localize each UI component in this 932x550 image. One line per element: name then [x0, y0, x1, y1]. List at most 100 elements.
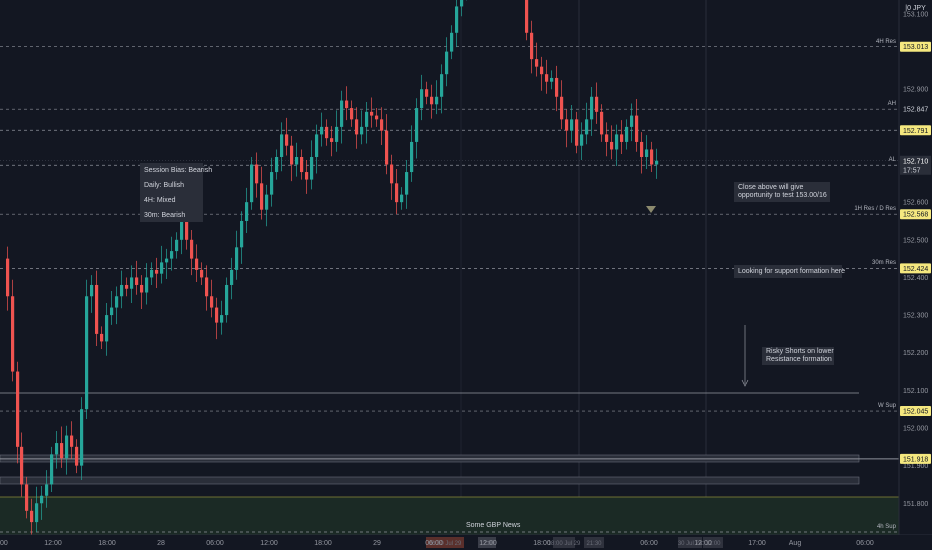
level-tag: AL — [888, 157, 896, 164]
candle-body — [140, 284, 144, 293]
candle-body — [11, 296, 15, 372]
candle-body — [605, 134, 609, 142]
candle-body — [145, 277, 149, 293]
price-badge — [900, 41, 931, 52]
candle-body — [530, 32, 534, 60]
candle-body — [20, 446, 24, 485]
risky-shorts-note[interactable]: Risky Shorts on lower Resistance formati… — [762, 347, 834, 365]
price-badge-label: 152.791 — [903, 128, 928, 135]
candle-body — [100, 333, 104, 342]
down-marker-icon — [646, 206, 656, 213]
candle-body — [265, 194, 269, 210]
candle-body — [125, 284, 129, 289]
candle-body — [200, 269, 204, 278]
candle-body — [430, 96, 434, 105]
candle-body — [310, 156, 314, 180]
candle-body — [155, 269, 159, 274]
time-axis-label: 06:00 — [206, 540, 224, 547]
price-badge-label: 153.013 — [903, 44, 928, 51]
level-tag: 4H Res — [875, 38, 896, 45]
time-axis-label: 17:00 — [748, 540, 766, 547]
level-tag: AH — [887, 101, 896, 108]
candle-body — [75, 446, 79, 466]
candle-body — [570, 119, 574, 131]
candle-body — [555, 77, 559, 97]
level-lines — [0, 46, 899, 533]
candle-body — [225, 284, 229, 316]
candle-body — [595, 96, 599, 112]
candle-body — [190, 239, 194, 259]
countdown-label: 17:57 — [903, 167, 921, 174]
support-note[interactable]: Looking for support formation here — [734, 265, 846, 278]
current-price-label: 152.710 — [903, 158, 928, 165]
candle-body — [205, 277, 209, 297]
candle-body — [625, 126, 629, 142]
note-line: Session Bias: Bearish — [144, 167, 213, 174]
candle-body — [380, 119, 384, 131]
candle-body — [580, 134, 584, 146]
candle-body — [425, 89, 429, 97]
time-highlight-label: 12:00 — [705, 541, 721, 547]
candle-body — [335, 126, 339, 142]
candle-body — [650, 149, 654, 165]
time-axis-label: 29 — [373, 540, 381, 547]
candle-body — [250, 164, 254, 203]
candle-body — [285, 134, 289, 146]
candle-body — [110, 307, 114, 316]
price-badge-label: 152.045 — [903, 409, 928, 416]
candle-body — [385, 130, 389, 165]
candle-body — [120, 284, 124, 297]
candle-body — [395, 183, 399, 203]
candle-body — [630, 115, 634, 127]
candle-body — [135, 277, 139, 285]
down-arrow-icon — [741, 379, 749, 387]
session-bias-note[interactable]: Session Bias: Bearish Daily: Bullish 4H:… — [140, 163, 213, 222]
time-axis-label: 06:00 — [640, 540, 658, 547]
time-axis-label: 12:00 — [479, 540, 497, 547]
currency-label[interactable]: |0 JPY — [905, 5, 926, 12]
level-tag: 4h Sup — [876, 524, 896, 530]
candle-body — [405, 172, 409, 195]
candle-body — [585, 119, 589, 135]
support-zone-lower — [0, 476, 860, 485]
note-line: 4H: Mixed — [144, 197, 176, 204]
time-axis-label: 06:00 — [425, 540, 443, 547]
price-badge-label: 151.918 — [903, 456, 928, 463]
candle-body — [65, 435, 69, 459]
candle-body — [540, 66, 544, 75]
candle-body — [170, 251, 174, 259]
candle-body — [410, 141, 414, 173]
candle-body — [450, 32, 454, 52]
price-axis-label: 153.100 — [903, 11, 928, 18]
candle-body — [80, 409, 84, 466]
candle-body — [50, 454, 54, 485]
candle-body — [615, 134, 619, 150]
candle-body — [35, 503, 39, 523]
candle-body — [40, 495, 44, 504]
close-above-note[interactable]: Close above will give opportunity to tes… — [734, 182, 830, 202]
price-axis-label: 152.000 — [903, 426, 928, 433]
time-highlight — [703, 537, 723, 548]
candle-body — [185, 220, 189, 240]
time-axis-label: 18:00 — [533, 540, 551, 547]
note-line: Looking for support formation here — [738, 268, 846, 275]
candle-body — [365, 111, 369, 127]
candle-body — [455, 6, 459, 33]
candle-body — [415, 108, 419, 142]
time-axis-label: 12:00 — [44, 540, 62, 547]
price-axis-labels: 153.500153.300153.200153.100152.900152.6… — [903, 11, 928, 545]
candle-body — [445, 51, 449, 75]
candle-body — [340, 100, 344, 127]
candle-body — [645, 149, 649, 157]
time-highlight-label: 30 Jul 24 — [678, 541, 703, 547]
time-axis-labels: 00 12:00 18:00 28 06:00 12:00 18:00 29 06:00 12:0… — [0, 540, 874, 547]
candle-body — [85, 296, 89, 410]
price-axis-label: 151.900 — [903, 463, 928, 470]
candle-body — [290, 145, 294, 165]
time-axis-label: Aug — [789, 540, 802, 547]
price-axis-label: 152.600 — [903, 200, 928, 207]
candlesticks — [6, 0, 659, 537]
candle-body — [655, 160, 659, 165]
candle-body — [130, 277, 134, 289]
